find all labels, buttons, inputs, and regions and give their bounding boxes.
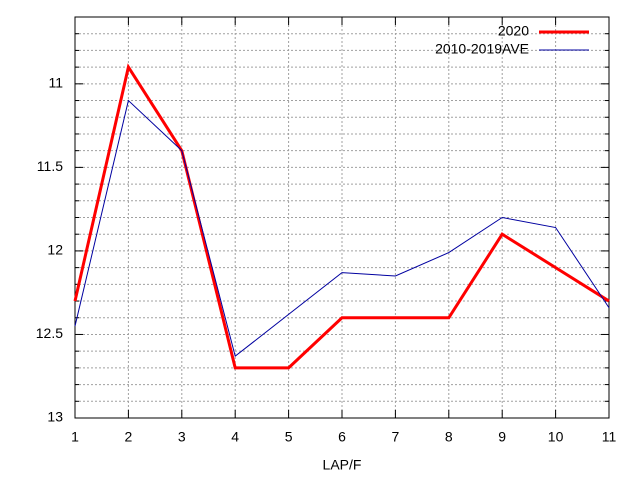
y-tick-label: 11.5 [37,158,63,174]
series-line [73,63,610,370]
x-tick-label: 1 [71,429,79,445]
x-tick-label: 11 [602,429,617,445]
series-line [74,99,610,358]
x-tick-label: 10 [548,429,564,445]
x-axis-label: LAP/F [323,457,362,473]
y-tick-label: 12 [47,242,63,258]
x-tick-label: 3 [178,429,186,445]
legend-label: 2010-2019AVE [435,41,529,57]
legend-label: 2020 [498,23,529,39]
x-tick-label: 9 [498,429,506,445]
x-tick-label: 8 [445,429,453,445]
y-tick-label: 13 [47,409,63,425]
x-tick-label: 6 [338,429,346,445]
x-tick-label: 2 [125,429,133,445]
y-tick-label: 11 [48,75,63,91]
x-tick-label: 5 [285,429,293,445]
x-tick-label: 7 [392,429,400,445]
y-tick-label: 12.5 [36,325,63,341]
plot-border [74,16,610,419]
x-tick-label: 4 [231,429,239,445]
